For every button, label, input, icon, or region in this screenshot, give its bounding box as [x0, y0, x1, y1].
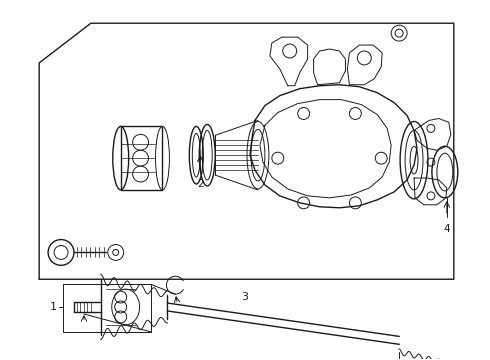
Bar: [63, 284, 150, 332]
Text: 2: 2: [197, 179, 203, 189]
Text: 3: 3: [242, 292, 248, 302]
Text: 1: 1: [49, 302, 56, 312]
Text: 4: 4: [443, 224, 450, 234]
